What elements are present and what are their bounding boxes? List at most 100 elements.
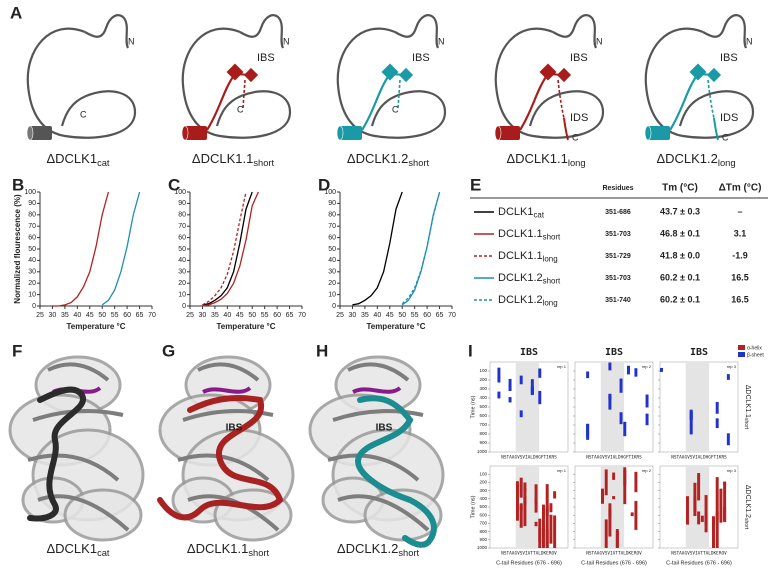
x-tick-label: 40 (73, 312, 81, 319)
label-main: ΔDCLK1 (46, 541, 97, 556)
y-tick-label: 80 (328, 212, 336, 219)
label-main: ΔDCLK1.2 (347, 151, 408, 166)
structure-cell (715, 418, 719, 429)
n-terminus: N (596, 36, 603, 46)
y-tick-label: 60 (328, 234, 336, 241)
row-name: DCLK1.1long (498, 250, 558, 263)
y-axis-label: Time (ns) (470, 495, 476, 518)
x-tick-label: 55 (261, 312, 269, 319)
label-sub: short (743, 418, 749, 430)
label-sub: long (568, 158, 586, 168)
x-axis-label: C-tail Residues (676 - 696) (666, 560, 732, 566)
y-tick-label: 30 (178, 269, 186, 276)
label-sub: long (543, 254, 558, 263)
ribbon-strand (27, 453, 120, 482)
c-tail-ribbon (27, 386, 86, 522)
structure-cell (686, 496, 689, 525)
table-header: Tm (°C) (662, 183, 698, 194)
helix-cylinder (30, 126, 52, 140)
x-tick-label: 65 (436, 312, 444, 319)
label-sub: short (398, 548, 419, 558)
y-axis-label: Normalized flourescence (%) (13, 194, 22, 304)
c-tail-dashed (707, 79, 715, 119)
structure-cell (645, 413, 649, 426)
structure-cell (715, 511, 719, 548)
row-name: DCLK1.2short (498, 272, 561, 285)
label-main: ΔDCLK1.1 (192, 151, 253, 166)
site-label: IBS (226, 423, 243, 434)
ibs-diamond (689, 63, 707, 81)
structure-cell (604, 519, 608, 548)
structure-cell (519, 410, 523, 418)
label-sub: cat (97, 158, 110, 168)
sequence: NSTAAGVSVIATTALDKEROV (671, 551, 727, 557)
structure-label: ΔDCLK1.1short (187, 541, 270, 558)
label-sub: short (543, 276, 561, 285)
helix-cylinder (648, 126, 670, 140)
structure-cell (608, 362, 612, 371)
site-label: IBS (570, 52, 588, 64)
tm: 43.7 ± 0.3 (660, 206, 700, 216)
rep-label: rep 1 (557, 364, 567, 369)
structure-cell (660, 367, 663, 372)
heatmap (659, 361, 739, 453)
structure-cell (538, 390, 542, 405)
heatmap (574, 465, 654, 549)
y-tick-label: 300 (479, 386, 487, 391)
structure-cell (508, 397, 512, 403)
structure-cell (601, 488, 604, 504)
y-tick-label: 30 (28, 269, 36, 276)
structure-cell (586, 371, 590, 379)
site-label: IBS (257, 52, 275, 64)
y-tick-label: 90 (178, 200, 186, 207)
c-tail (713, 117, 719, 141)
construct-label: ΔDCLK1.2long (656, 151, 735, 168)
y-tick-label: 700 (479, 422, 487, 427)
tm: 60.2 ± 0.1 (660, 272, 700, 282)
structure-cell (612, 496, 616, 500)
sequence: NSTAAGVSVIALDHGFTIKRS (501, 455, 557, 461)
ibs-diamond (539, 63, 557, 81)
y-tick-label: 600 (479, 512, 487, 517)
structure-cell (538, 371, 542, 378)
structure-cell (723, 481, 727, 521)
panel-letter: D (318, 175, 330, 194)
x-tick-label: 55 (111, 312, 119, 319)
label-sub: short (408, 158, 429, 168)
label-sub: short (743, 518, 749, 530)
sequence: NSTAAGVSVIALDHGFTIKRS (671, 455, 727, 461)
x-tick-label: 25 (36, 312, 44, 319)
y-tick-label: 40 (328, 257, 336, 264)
c-tail (563, 117, 569, 141)
x-tick-label: 70 (148, 312, 156, 319)
x-tick-label: 45 (236, 312, 244, 319)
structure-cell (645, 394, 649, 408)
structure-cell (545, 484, 549, 516)
structure-cell (630, 512, 634, 517)
protein-structure (308, 355, 445, 548)
site-label: IBS (605, 347, 623, 358)
x-tick-label: 70 (298, 312, 306, 319)
x-tick-label: 35 (211, 312, 219, 319)
y-tick-label: 40 (178, 257, 186, 264)
y-tick-label: 300 (479, 488, 487, 493)
residues: 351-740 (605, 297, 631, 304)
residues: 351-729 (605, 253, 631, 260)
x-axis-label: Temperature °C (66, 322, 125, 331)
y-tick-label: 10 (328, 291, 336, 298)
x-tick-label: 25 (186, 312, 194, 319)
c-tail (519, 73, 549, 131)
helix-end (494, 125, 502, 141)
structure-label: ΔDCLK1.2short (337, 541, 420, 558)
ribbon-strand (327, 453, 420, 482)
site-label: IBS (720, 52, 738, 64)
x-tick-label: 65 (286, 312, 294, 319)
x-tick-label: 55 (411, 312, 419, 319)
melt-curve (52, 191, 110, 307)
structure-cell (497, 367, 501, 383)
rep-label: rep 3 (727, 468, 737, 473)
structure-cell (627, 366, 630, 375)
structure-cell (553, 491, 557, 499)
y-tick-label: 60 (28, 234, 36, 241)
label-sub: cat (97, 548, 110, 558)
